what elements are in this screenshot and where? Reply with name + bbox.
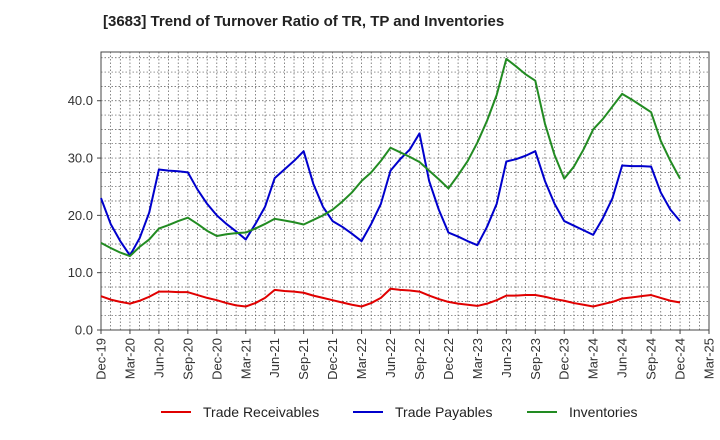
x-tick-label: Dec-21 [325, 338, 340, 380]
x-tick-label: Sep-22 [412, 338, 427, 380]
x-tick-label: Jun-20 [151, 338, 166, 378]
legend-label-trade-receivables: Trade Receivables [203, 404, 320, 420]
plot-area [100, 51, 710, 331]
legend-swatch-trade-payables [353, 411, 383, 413]
x-axis: Dec-19 Mar-20 Jun-20 Sep-20 Dec-20 Mar-21 Jun-… [94, 330, 717, 380]
series-line-trade-receivables [100, 287, 681, 308]
y-tick-label: 20.0 [68, 208, 93, 223]
series-line-trade-payables [100, 132, 681, 257]
legend-swatch-inventories [527, 411, 557, 413]
legend-swatch-trade-receivables [161, 411, 191, 413]
x-tick-label: Jun-24 [615, 338, 630, 378]
x-tick-label: Sep-21 [296, 338, 311, 380]
series-line-inventories [100, 57, 681, 258]
y-tick-label: 40.0 [68, 93, 93, 108]
chart-title: [3683] Trend of Turnover Ratio of TR, TP… [103, 13, 505, 30]
x-tick-label: Dec-20 [209, 338, 224, 380]
series-lines [100, 57, 681, 308]
x-tick-label: Dec-24 [673, 338, 688, 380]
y-axis: 0.0 10.0 20.0 30.0 40.0 [68, 93, 101, 338]
x-tick-label: Mar-21 [238, 338, 253, 379]
x-tick-label: Mar-22 [354, 338, 369, 379]
legend-item-trade-receivables: Trade Receivables [161, 404, 319, 420]
x-tick-label: Mar-25 [702, 338, 717, 379]
x-tick-label: Mar-23 [470, 338, 485, 379]
x-tick-label: Jun-22 [383, 338, 398, 378]
x-tick-label: Sep-20 [180, 338, 195, 380]
legend-label-inventories: Inventories [569, 404, 638, 420]
grid-lines [101, 52, 709, 330]
legend-item-inventories: Inventories [527, 404, 637, 420]
x-tick-label: Dec-19 [94, 338, 109, 380]
x-tick-label: Mar-24 [586, 338, 601, 379]
y-tick-label: 30.0 [68, 151, 93, 166]
x-tick-label: Dec-22 [441, 338, 456, 380]
y-tick-label: 10.0 [68, 265, 93, 280]
x-tick-label: Jun-23 [499, 338, 514, 378]
y-tick-label: 0.0 [75, 323, 93, 338]
x-tick-label: Sep-24 [644, 338, 659, 380]
legend-item-trade-payables: Trade Payables [353, 404, 493, 420]
x-tick-label: Sep-23 [528, 338, 543, 380]
x-tick-label: Mar-20 [122, 338, 137, 379]
x-tick-label: Jun-21 [267, 338, 282, 378]
legend-label-trade-payables: Trade Payables [395, 404, 493, 420]
x-tick-label: Dec-23 [557, 338, 572, 380]
